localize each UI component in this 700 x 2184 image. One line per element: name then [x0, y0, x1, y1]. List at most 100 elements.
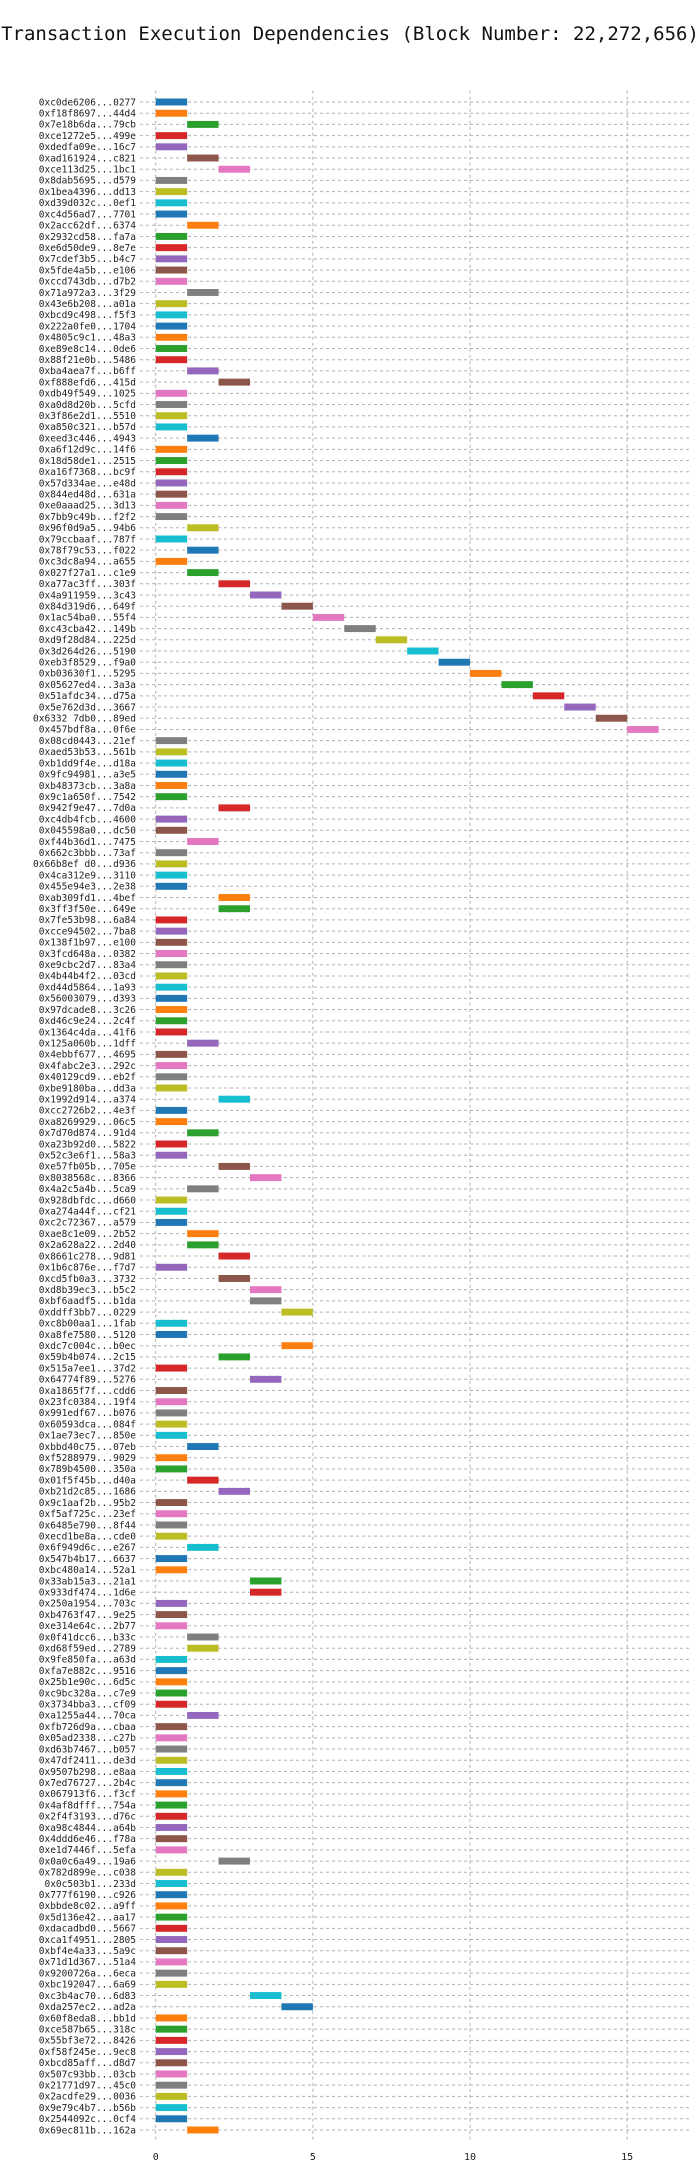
- task-bar: [155, 277, 188, 285]
- task-bar: [155, 1409, 188, 1417]
- task-label: 0xf18f8697...44d4: [39, 109, 137, 120]
- task-bar: [187, 434, 219, 442]
- task-label: 0x782d899e...c038: [39, 1868, 137, 1879]
- task-bar: [155, 1207, 188, 1215]
- task-label: 0x66b8ef d0...d936: [33, 859, 136, 870]
- task-label: 0xd8b39ec3...b5c2: [39, 1285, 136, 1296]
- task-label: 0x9c1a650f...7542: [39, 792, 136, 803]
- task-bar: [155, 781, 188, 789]
- task-bar: [187, 1543, 219, 1551]
- task-label: 0xc2c72367...a579: [39, 1218, 137, 1229]
- task-label: 0x64774f89...5276: [39, 1375, 137, 1386]
- task-bar: [187, 120, 219, 128]
- task-label: 0x4805c9c1...48a3: [39, 333, 136, 344]
- task-bar: [532, 692, 565, 700]
- task-label: 0xca1f4951...2805: [39, 1935, 136, 1946]
- task-label: 0xd68f59ed...2789: [39, 1644, 137, 1655]
- task-bar: [155, 2036, 188, 2044]
- task-label: 0x8661c278...9d81: [39, 1251, 137, 1262]
- task-label: 0x9fc94981...a3e5: [39, 770, 136, 781]
- task-label: 0x9fe850fa...a63d: [39, 1655, 136, 1666]
- task-label: 0x69ec811b...162a: [39, 2125, 136, 2136]
- task-bar: [155, 961, 188, 969]
- task-label: 0xdb49f549...1025: [39, 389, 136, 400]
- y-tick-labels: 0xc0de6206...02770xf18f8697...44d40x7e18…: [33, 97, 136, 2136]
- task-label: 0x7bb9c49b...f2f2: [39, 512, 136, 523]
- task-label: 0x844ed48d...631a: [39, 489, 136, 500]
- task-label: 0xa16f7368...bc9f: [39, 467, 136, 478]
- task-bar: [155, 109, 188, 117]
- task-label: 0xae8c1e09...2b52: [39, 1229, 136, 1240]
- task-bar: [155, 770, 188, 778]
- task-label: 0xba4aea7f...b6ff: [39, 366, 136, 377]
- task-label: 0x3734bba3...cf09: [39, 1700, 137, 1711]
- task-bar: [281, 1342, 313, 1350]
- task-label: 0x4a911959...3c43: [39, 590, 136, 601]
- task-bar: [155, 1980, 188, 1988]
- task-bar: [155, 210, 188, 218]
- task-bar: [155, 1331, 188, 1338]
- task-bar: [155, 950, 188, 958]
- task-label: 0x662c3bbb...73af: [39, 848, 136, 859]
- task-label: 0x78f79c53...f022: [39, 545, 136, 556]
- task-bar: [218, 894, 250, 901]
- task-label: 0x7fe53b98...6a84: [39, 915, 137, 926]
- task-label: 0x933df474...1d6e: [39, 1587, 137, 1598]
- task-label: 0x60593dca...084f: [39, 1419, 136, 1430]
- task-bar: [595, 714, 628, 722]
- task-label: 0x21771d97...45c0: [39, 2080, 137, 2091]
- task-label: 0x027f27a1...c1e9: [39, 568, 137, 579]
- task-label: 0xe89e8c14...0de6: [39, 344, 137, 355]
- task-bar: [187, 546, 219, 554]
- task-label: 0xbc480a14...52a1: [39, 1565, 137, 1576]
- task-label: 0xa0d8d20b...5cfd: [39, 400, 136, 411]
- task-label: 0x18d58de1...2515: [39, 456, 136, 467]
- bars: [155, 98, 659, 2134]
- task-label: 0xa77ac3ff...303f: [39, 579, 136, 590]
- task-label: 0xa1865f7f...cdd6: [39, 1386, 137, 1397]
- task-label: 0xbcd9c498...f5f3: [39, 310, 136, 321]
- task-bar: [187, 1644, 219, 1652]
- task-bar: [155, 1723, 188, 1731]
- task-label: 0x455e94e3...2e38: [39, 882, 137, 893]
- task-bar: [155, 938, 188, 946]
- task-label: 0xdacadbd0...5667: [39, 1924, 136, 1935]
- task-bar: [155, 98, 188, 106]
- task-label: 0xe9cbc2d7...83a4: [39, 960, 137, 971]
- task-label: 0xf44b36d1...7475: [39, 837, 136, 848]
- task-bar: [155, 143, 188, 151]
- task-bar: [155, 748, 188, 756]
- task-label: 0xa274a44f...cf21: [39, 1207, 137, 1218]
- task-bar: [187, 1476, 219, 1484]
- task-bar: [155, 423, 188, 431]
- task-bar: [155, 916, 188, 924]
- task-label: 0xfa7e882c...9516: [39, 1666, 137, 1677]
- task-bar: [155, 1824, 188, 1831]
- task-bar: [155, 927, 188, 935]
- task-label: 0x2a628a22...2d40: [39, 1240, 137, 1251]
- task-bar: [155, 266, 188, 274]
- task-bar: [155, 1028, 188, 1036]
- task-bar: [155, 322, 188, 330]
- task-label: 0xd39d032c...0ef1: [39, 198, 137, 209]
- task-bar: [155, 1017, 188, 1025]
- task-label: 0x05627ed4...3a3a: [39, 680, 136, 691]
- task-label: 0x1992d914...a374: [39, 1094, 137, 1105]
- task-bar: [155, 1745, 188, 1753]
- task-bar: [155, 1566, 188, 1574]
- task-label: 0xda257ec2...ad2a: [39, 2002, 136, 2013]
- task-label: 0xd44d5864...1a93: [39, 982, 136, 993]
- task-label: 0xe6d50de9...8e7e: [39, 243, 137, 254]
- task-bar: [627, 725, 659, 733]
- task-label: 0xbbde8c02...a9ff: [39, 1901, 136, 1912]
- task-label: 0x6332 7db0...89ed: [33, 714, 136, 725]
- task-bar: [155, 1532, 188, 1540]
- task-label: 0xe0aaad25...3d13: [39, 501, 136, 512]
- task-label: 0xbc192047...6a69: [39, 1980, 137, 1991]
- task-label: 0x5fde4a5b...e106: [39, 265, 137, 276]
- task-label: 0xbcd85aff...d8d7: [39, 2058, 136, 2069]
- task-bar: [155, 1510, 188, 1518]
- task-label: 0xdc7c004c...b0ec: [39, 1341, 136, 1352]
- task-bar: [155, 1106, 188, 1114]
